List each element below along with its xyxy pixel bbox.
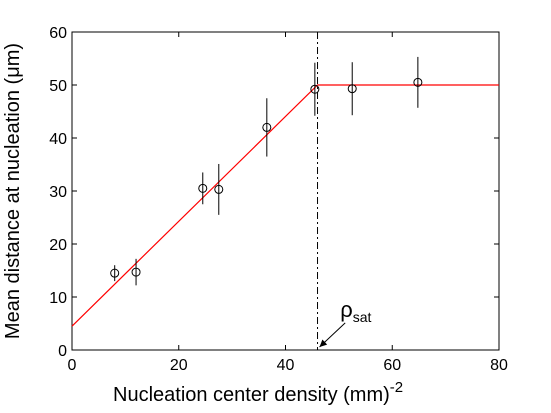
y-tick-label: 10 — [49, 290, 67, 307]
annotation-subscript: sat — [353, 309, 372, 325]
annotation-symbol: ρ — [340, 297, 353, 322]
annotation-label: ρsat — [340, 297, 371, 325]
x-axis-title: Nucleation center density (mm)-2 — [113, 379, 403, 406]
data-point — [131, 267, 141, 277]
y-axis-title: Mean distance at nucleation (μm) — [2, 43, 24, 339]
data-point — [214, 184, 224, 194]
y-tick-label: 50 — [49, 78, 67, 95]
y-tick-label: 0 — [58, 343, 67, 360]
x-axis-title-superscript: -2 — [390, 379, 403, 396]
data-point — [413, 77, 423, 87]
x-tick-label: 0 — [68, 357, 77, 374]
data-point — [347, 84, 357, 94]
plot-area — [71, 31, 500, 351]
y-tick-label: 30 — [49, 184, 67, 201]
data-point — [310, 84, 320, 94]
y-tick-label: 20 — [49, 237, 67, 254]
data-point — [262, 122, 272, 132]
data-points — [110, 56, 423, 286]
y-tick-label: 60 — [49, 25, 67, 42]
x-axis-title-main: Nucleation center density (mm) — [113, 384, 390, 406]
x-tick-label: 60 — [383, 357, 401, 374]
tick-labels: 0 20 40 60 80 0 10 20 30 40 50 60 — [49, 25, 508, 374]
fit-line — [71, 84, 499, 327]
x-tick-label: 80 — [490, 357, 508, 374]
x-tick-label: 20 — [170, 357, 188, 374]
y-tick-label: 40 — [49, 131, 67, 148]
data-point — [110, 268, 120, 278]
annotation-group: ρsat — [319, 297, 372, 348]
annotation-arrowhead — [319, 339, 328, 347]
data-point — [198, 183, 208, 193]
fit-lines — [71, 84, 499, 327]
x-tick-label: 40 — [277, 357, 295, 374]
